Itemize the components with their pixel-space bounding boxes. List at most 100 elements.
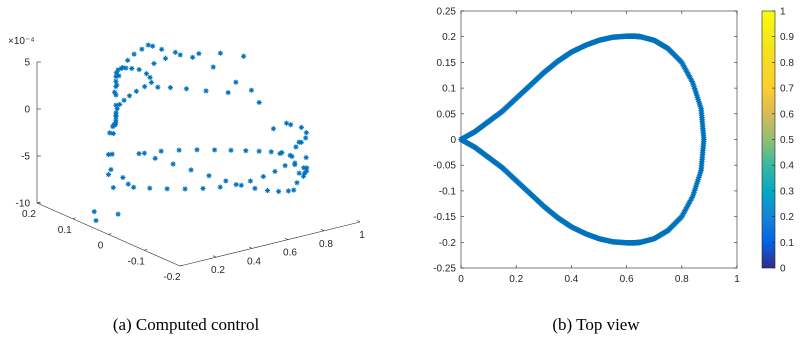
scatter-point — [285, 188, 291, 194]
curve-point — [696, 173, 703, 179]
scatter-point — [260, 173, 266, 180]
y-tick-label: 0.05 — [437, 109, 457, 120]
scatter-point — [170, 161, 176, 167]
curve-point — [691, 83, 697, 90]
scatter-point — [117, 101, 123, 108]
scatter-point — [155, 84, 161, 90]
scatter-point — [147, 185, 153, 191]
scatter-point — [115, 211, 121, 217]
scatter-point — [125, 181, 131, 187]
caption-computed-control: (a) Computed control — [113, 315, 260, 334]
x-tick-mark — [212, 255, 217, 258]
scatter-point — [256, 99, 262, 106]
scatter-point — [304, 165, 310, 171]
x-tick-mark — [248, 246, 253, 249]
scatter-point — [143, 71, 150, 77]
y-tick-mark — [36, 201, 41, 204]
scatter-point — [151, 60, 157, 67]
computed-control-3d-plot: ×10⁻⁴ 50-5-10 0.20.10-0.1-0.2 0.20.40.60… — [8, 36, 365, 283]
scatter-point — [291, 187, 297, 193]
scatter-point — [211, 147, 218, 153]
scatter-point — [167, 84, 174, 91]
scatter-point — [270, 126, 277, 132]
scatter-point — [131, 51, 137, 57]
y-tick-label: 0.1 — [442, 84, 456, 95]
x-tick-label: 0.6 — [283, 248, 297, 259]
scatter-point — [113, 117, 119, 123]
y-tick-label: 0.25 — [437, 7, 457, 18]
scatter-point — [126, 93, 133, 99]
scatter-point — [113, 110, 119, 116]
scatter-point — [303, 168, 310, 174]
colorbar-tick-label: 0.6 — [780, 109, 794, 120]
z-tick-label: 5 — [24, 58, 30, 69]
scatter-point — [176, 147, 182, 153]
scatter-point — [113, 92, 119, 98]
scatter-point — [194, 147, 200, 153]
curve-point — [690, 191, 697, 198]
z-exponent-label: ×10⁻⁴ — [8, 36, 35, 47]
plot-box — [460, 10, 738, 269]
scatter-point — [113, 120, 119, 126]
x-tick-label: 0.2 — [211, 265, 225, 276]
scatter-point — [210, 64, 216, 70]
colorbar-tick-label: 1 — [780, 7, 786, 18]
scatter-point — [133, 88, 139, 94]
scatter-point — [217, 50, 223, 56]
scatter-point — [105, 171, 112, 178]
curve-point — [694, 94, 701, 101]
scatter-point — [303, 135, 309, 141]
scatter-point — [139, 46, 145, 52]
x-ticks: 0.2 0.4 0.6 0.8 1 — [211, 220, 365, 276]
x-tick-label: 0.6 — [620, 274, 634, 285]
colorbar-tick-label: 0 — [780, 264, 786, 275]
scatter-point — [276, 188, 282, 194]
colorbar-tick-label: 0.5 — [780, 135, 794, 146]
scatter-point — [248, 87, 254, 93]
scatter-point — [300, 173, 307, 179]
scatter-point — [114, 82, 120, 88]
scatter-point — [110, 123, 116, 130]
scatter-point — [223, 178, 229, 184]
scatter-point — [172, 49, 178, 55]
scatter-point — [136, 151, 142, 157]
scatter-point — [303, 130, 309, 136]
y-tick-label: -0.1 — [439, 186, 457, 197]
scatter-point — [188, 167, 194, 173]
y-tick-label: 0.15 — [437, 58, 457, 69]
curve-point — [690, 193, 696, 199]
x-tick-label: 1 — [734, 274, 740, 285]
scatter-point — [129, 65, 135, 72]
curve-point — [695, 174, 702, 181]
scatter-point — [296, 170, 302, 176]
y-tick-label: -0.05 — [433, 161, 456, 172]
teardrop-curve-points — [458, 33, 707, 246]
y-tick-mark — [144, 248, 148, 251]
curve-point — [695, 96, 701, 103]
scatter-point — [282, 163, 288, 169]
scatter-point — [113, 114, 119, 120]
y-tick-label: 0 — [98, 241, 104, 252]
curve-point — [694, 178, 701, 185]
scatter-point — [200, 185, 206, 192]
x-tick-mark — [320, 229, 325, 232]
scatter-point — [279, 149, 285, 156]
colorbar-tick-label: 0.4 — [780, 161, 794, 172]
scatter-point — [289, 153, 295, 159]
x-ticks: 0 0.2 0.4 0.6 0.8 1 — [458, 11, 740, 285]
scatter-point — [183, 86, 190, 92]
scatter-point — [294, 180, 300, 186]
scatter-point — [93, 218, 99, 224]
scatter-point — [158, 148, 164, 154]
top-view-plot: 0.25 0.2 0.15 0.1 0.05 0 -0.05 -0.1 -0.15 -0.2 -0.… — [433, 7, 740, 286]
scatter-point — [264, 187, 271, 194]
scatter-point — [162, 55, 169, 62]
scatter-point — [110, 130, 116, 137]
y-tick-label: 0.1 — [58, 225, 72, 236]
scatter-point — [293, 144, 299, 150]
x-tick-mark — [356, 220, 361, 223]
scatter-point — [196, 50, 202, 57]
scatter-point — [243, 148, 249, 154]
curve-point — [692, 185, 699, 192]
